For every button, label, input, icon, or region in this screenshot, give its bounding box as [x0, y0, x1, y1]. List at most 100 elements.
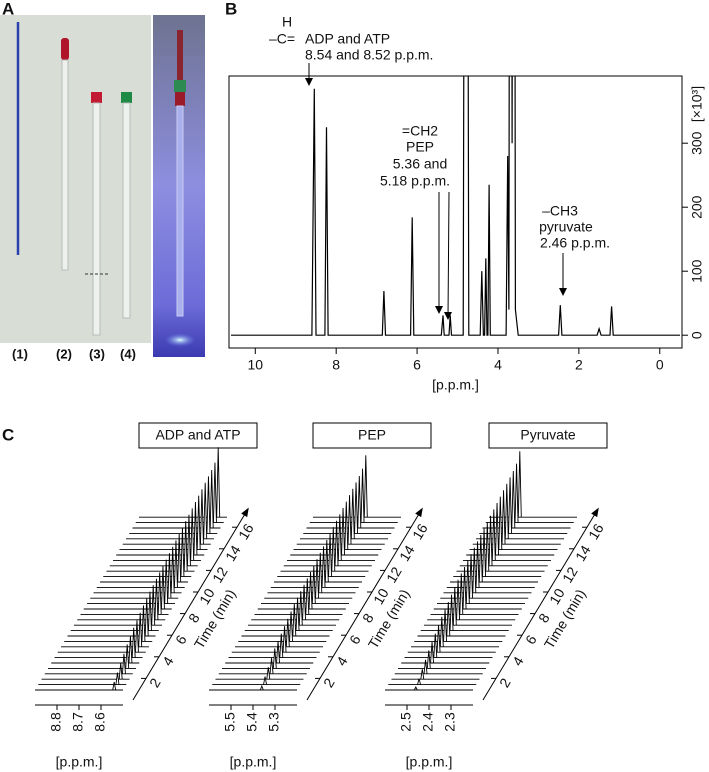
x-tick-label: 0: [656, 357, 664, 373]
trace: [44, 653, 133, 675]
chart-title: ADP and ATP: [155, 427, 240, 443]
arrowhead: [415, 507, 423, 518]
trace: [41, 663, 130, 680]
x-tick-label: 8.7: [70, 712, 86, 732]
x-axis-label: [p.p.m.]: [230, 754, 277, 770]
x-tick-label: 2.4: [420, 712, 436, 732]
trace: [404, 633, 493, 659]
trace: [225, 640, 314, 664]
y-axis-label: [×10³]: [689, 86, 705, 122]
trace: [35, 681, 123, 691]
y-tick-label: 10: [370, 585, 392, 607]
tube-cap: [91, 92, 102, 103]
trace: [228, 633, 317, 659]
arrowhead: [444, 312, 452, 320]
x-tick-label: 5.5: [222, 712, 238, 732]
photo: (1) (2) (3) (4): [0, 15, 205, 361]
tube-cap: [121, 92, 132, 103]
y-tick-label: 6: [346, 632, 364, 647]
tube-label: (3): [89, 346, 105, 361]
annotation: 8.54 and 8.52 p.p.m.: [305, 47, 433, 63]
trace: [391, 669, 480, 680]
y-tick-label: 8: [535, 610, 553, 625]
trace: [212, 676, 301, 686]
tube: [176, 105, 184, 317]
trace: [218, 657, 307, 675]
trace: [388, 678, 477, 686]
annotation: =CH2: [402, 123, 438, 139]
y-tick-label: 6: [172, 632, 190, 647]
chart-title: Pyruvate: [520, 427, 575, 443]
y-tick-label: 10: [546, 585, 568, 607]
x-tick-label: 4: [494, 357, 502, 373]
tube-cap: [174, 80, 186, 92]
tube-label: (2): [56, 346, 72, 361]
trace: [231, 626, 320, 653]
arrow: [447, 191, 450, 319]
plot-frame: [228, 75, 683, 349]
y-tick-label: 10: [196, 585, 218, 607]
y-tick-label: 6: [522, 632, 540, 647]
trace: [235, 618, 323, 648]
x-tick-label: 8.6: [92, 712, 108, 732]
tube-cap: [61, 38, 69, 60]
x-tick-label: 10: [248, 357, 264, 373]
x-tick-label: 8.8: [48, 712, 64, 732]
x-axis-label: [p.p.m.]: [406, 754, 453, 770]
arrowhead: [305, 78, 313, 86]
panel-label: B: [225, 0, 237, 18]
y-tick-label: 200: [689, 195, 705, 219]
trace: [479, 477, 568, 534]
y-tick-label: 2: [146, 675, 164, 690]
y-tick-label: 16: [235, 521, 257, 543]
tube-cap: [175, 92, 185, 106]
trace: [482, 470, 571, 529]
tube: [122, 102, 131, 319]
annotation: H: [282, 14, 292, 30]
time-axis: [132, 510, 248, 701]
y-tick-label: 12: [383, 564, 405, 586]
time-axis: [482, 510, 598, 701]
panel-label: C: [2, 425, 14, 444]
y-tick-label: 14: [222, 542, 244, 564]
y-tick-label: 100: [689, 259, 705, 283]
x-tick-label: 2: [575, 357, 583, 373]
tube: [177, 30, 183, 80]
trace: [238, 611, 327, 642]
annotation: ADP and ATP: [305, 31, 390, 47]
annotation: pyruvate: [539, 219, 593, 235]
arrowhead: [559, 288, 567, 296]
panel-label: A: [2, 0, 14, 18]
trace: [489, 451, 577, 518]
trace: [385, 685, 473, 691]
x-tick-label: 2.3: [442, 712, 458, 732]
x-tick-label: 5.4: [244, 712, 260, 732]
arrowhead: [435, 306, 443, 314]
tube: [61, 59, 69, 271]
x-tick-label: 6: [413, 357, 421, 373]
y-tick-label: 0: [689, 331, 705, 339]
y-tick-label: 12: [559, 564, 581, 586]
trace: [209, 684, 297, 691]
tube-label: (4): [120, 346, 136, 361]
arrowhead: [241, 507, 249, 518]
y-tick-label: 300: [689, 131, 705, 155]
y-tick-label: 2: [496, 675, 514, 690]
y-tick-label: 4: [159, 653, 177, 668]
title-box: [488, 422, 608, 449]
annotation: 5.36 and: [393, 156, 448, 172]
trace: [398, 650, 486, 669]
tube: [92, 102, 101, 336]
tube-label: (1): [12, 346, 28, 361]
y-tick-label: 4: [509, 653, 527, 668]
x-axis-label: [p.p.m.]: [56, 754, 103, 770]
chart-title: PEP: [358, 427, 386, 443]
y-tick-label: 8: [359, 610, 377, 625]
time-axis: [306, 510, 422, 701]
trace: [485, 463, 574, 524]
trace: [394, 659, 483, 675]
x-tick-label: 2.5: [398, 712, 414, 732]
x-tick-label: 8: [332, 357, 340, 373]
spectrum-line: [231, 76, 680, 336]
y-tick-label: 8: [185, 610, 203, 625]
